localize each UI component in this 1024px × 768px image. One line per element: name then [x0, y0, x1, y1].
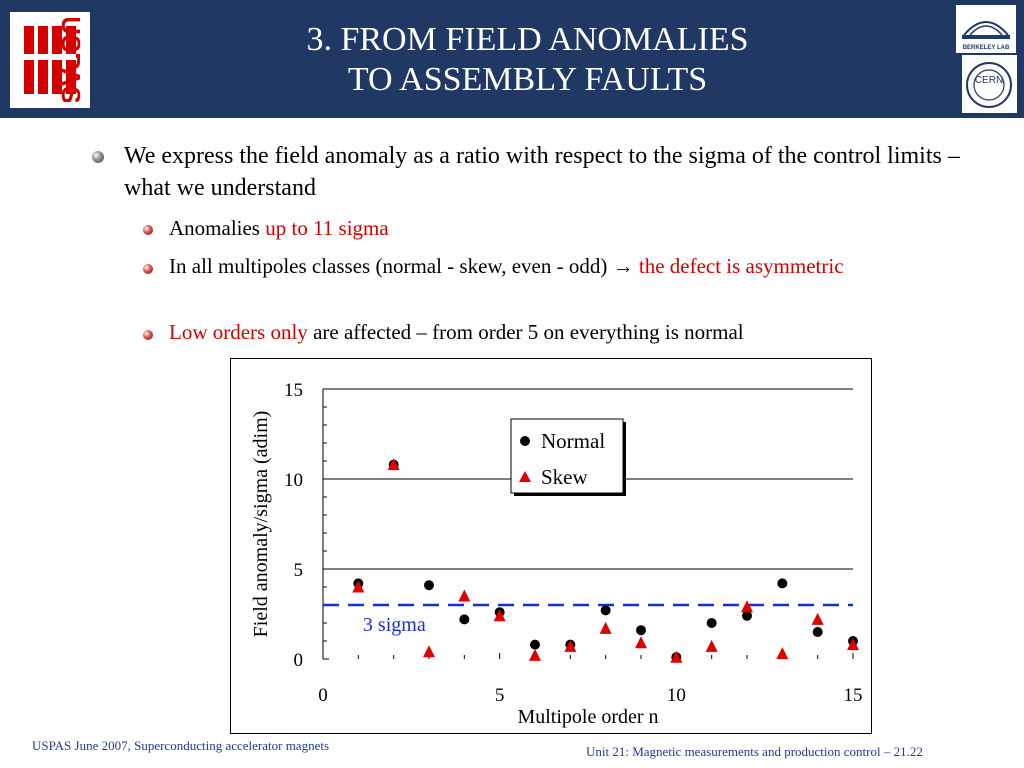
- sub-bullet-icon: [143, 330, 153, 340]
- normal-point: [812, 627, 823, 637]
- skew-point: [458, 589, 471, 602]
- x-tick-label: 10: [667, 685, 686, 706]
- sub-bullet-anomalies-text: Anomalies: [169, 216, 266, 240]
- skew-point: [670, 650, 683, 663]
- skew-point: [705, 639, 718, 652]
- sub-bullet-multipoles-highlight: the defect is asymmetric: [633, 254, 844, 278]
- skew-point: [776, 647, 789, 660]
- normal-point: [742, 610, 752, 621]
- slide-title-line2: TO ASSEMBLY FAULTS: [347, 61, 708, 98]
- skew-point: [564, 639, 577, 652]
- x-tick-label: 15: [844, 685, 863, 706]
- skew-point: [387, 458, 400, 471]
- skew-point: [847, 638, 859, 651]
- cern-logo-mark: CERN: [966, 62, 1012, 108]
- berkeley-lab-logo-mark: BERKELEY LAB: [962, 21, 1010, 51]
- sub-bullet-low-orders: Low orders only are affected – from orde…: [169, 318, 969, 347]
- x-axis-label: Multipole order n: [517, 706, 658, 728]
- y-axis-label: Field anomaly/sigma (adim): [250, 411, 272, 638]
- legend-skew-marker: [519, 471, 531, 482]
- sub-bullet-low-orders-highlight: Low orders only: [169, 320, 308, 344]
- cern-logo: CERN: [962, 55, 1017, 113]
- berkeley-lab-logo: BERKELEY LAB: [956, 5, 1016, 53]
- skew-point: [811, 612, 824, 625]
- y-tick-label: 0: [294, 650, 304, 671]
- skew-point: [423, 645, 435, 658]
- uspas-logo-mark: USPAS: [18, 18, 84, 102]
- normal-point: [459, 614, 470, 625]
- slide-title: 3. FROM FIELD ANOMALIES TO ASSEMBLY FAUL…: [150, 20, 905, 100]
- sub-bullet-multipoles-text: In all multipoles classes (normal - skew…: [169, 254, 613, 278]
- skew-point: [352, 580, 365, 593]
- skew-point: [529, 648, 541, 661]
- normal-point: [530, 639, 540, 650]
- skew-point: [635, 636, 647, 649]
- threshold-label: 3 sigma: [363, 614, 426, 636]
- anomaly-chart-svg: 0 5 10 15 0 5 10 15 Multipole order n Field anoma…: [250, 380, 863, 728]
- bullet-icon: [92, 151, 104, 163]
- bullet-main: We express the field anomaly as a ratio …: [124, 143, 960, 201]
- skew-point: [599, 621, 612, 634]
- y-tick-label: 10: [284, 470, 303, 491]
- slide-title-line1: 3. FROM FIELD ANOMALIES: [306, 21, 749, 58]
- legend-normal-marker: [520, 436, 530, 446]
- normal-point: [777, 578, 788, 589]
- normal-point: [600, 605, 611, 616]
- x-tick-label: 5: [495, 685, 505, 706]
- normal-point: [706, 618, 717, 628]
- sub-bullet-anomalies: Anomalies up to 11 sigma: [169, 214, 969, 243]
- normal-point: [424, 580, 434, 591]
- legend-label: Skew: [541, 465, 589, 489]
- arrow-right-icon: →: [612, 254, 634, 278]
- cern-lettering: CERN: [975, 75, 1003, 86]
- legend-label: Normal: [541, 429, 605, 453]
- sub-bullet-icon: [143, 225, 153, 235]
- sub-bullet-multipoles: In all multipoles classes (normal - skew…: [169, 252, 969, 281]
- uspas-logo: USPAS: [10, 12, 90, 108]
- footer-unit: Unit 21: Magnetic measurements and produ…: [586, 744, 923, 759]
- slide-header: USPAS 3. FROM FIELD ANOMALIES TO ASSEMBL…: [0, 0, 1024, 118]
- sub-bullet-icon: [143, 264, 153, 274]
- y-tick-label: 5: [294, 560, 304, 581]
- footer-course: USPAS June 2007, Superconducting acceler…: [32, 738, 330, 753]
- sub-bullet-anomalies-highlight: up to 11 sigma: [265, 216, 389, 240]
- y-tick-label: 15: [284, 380, 303, 401]
- sub-bullet-low-orders-text: are affected – from order 5 on everythin…: [307, 320, 744, 344]
- skew-point: [493, 609, 506, 622]
- anomaly-chart: 0 5 10 15 0 5 10 15 Multipole order n Field anoma…: [230, 358, 872, 734]
- skew-point: [741, 600, 753, 613]
- x-tick-label: 0: [318, 685, 328, 706]
- normal-point: [636, 625, 646, 636]
- berkeley-lab-lettering: BERKELEY LAB: [963, 45, 1010, 51]
